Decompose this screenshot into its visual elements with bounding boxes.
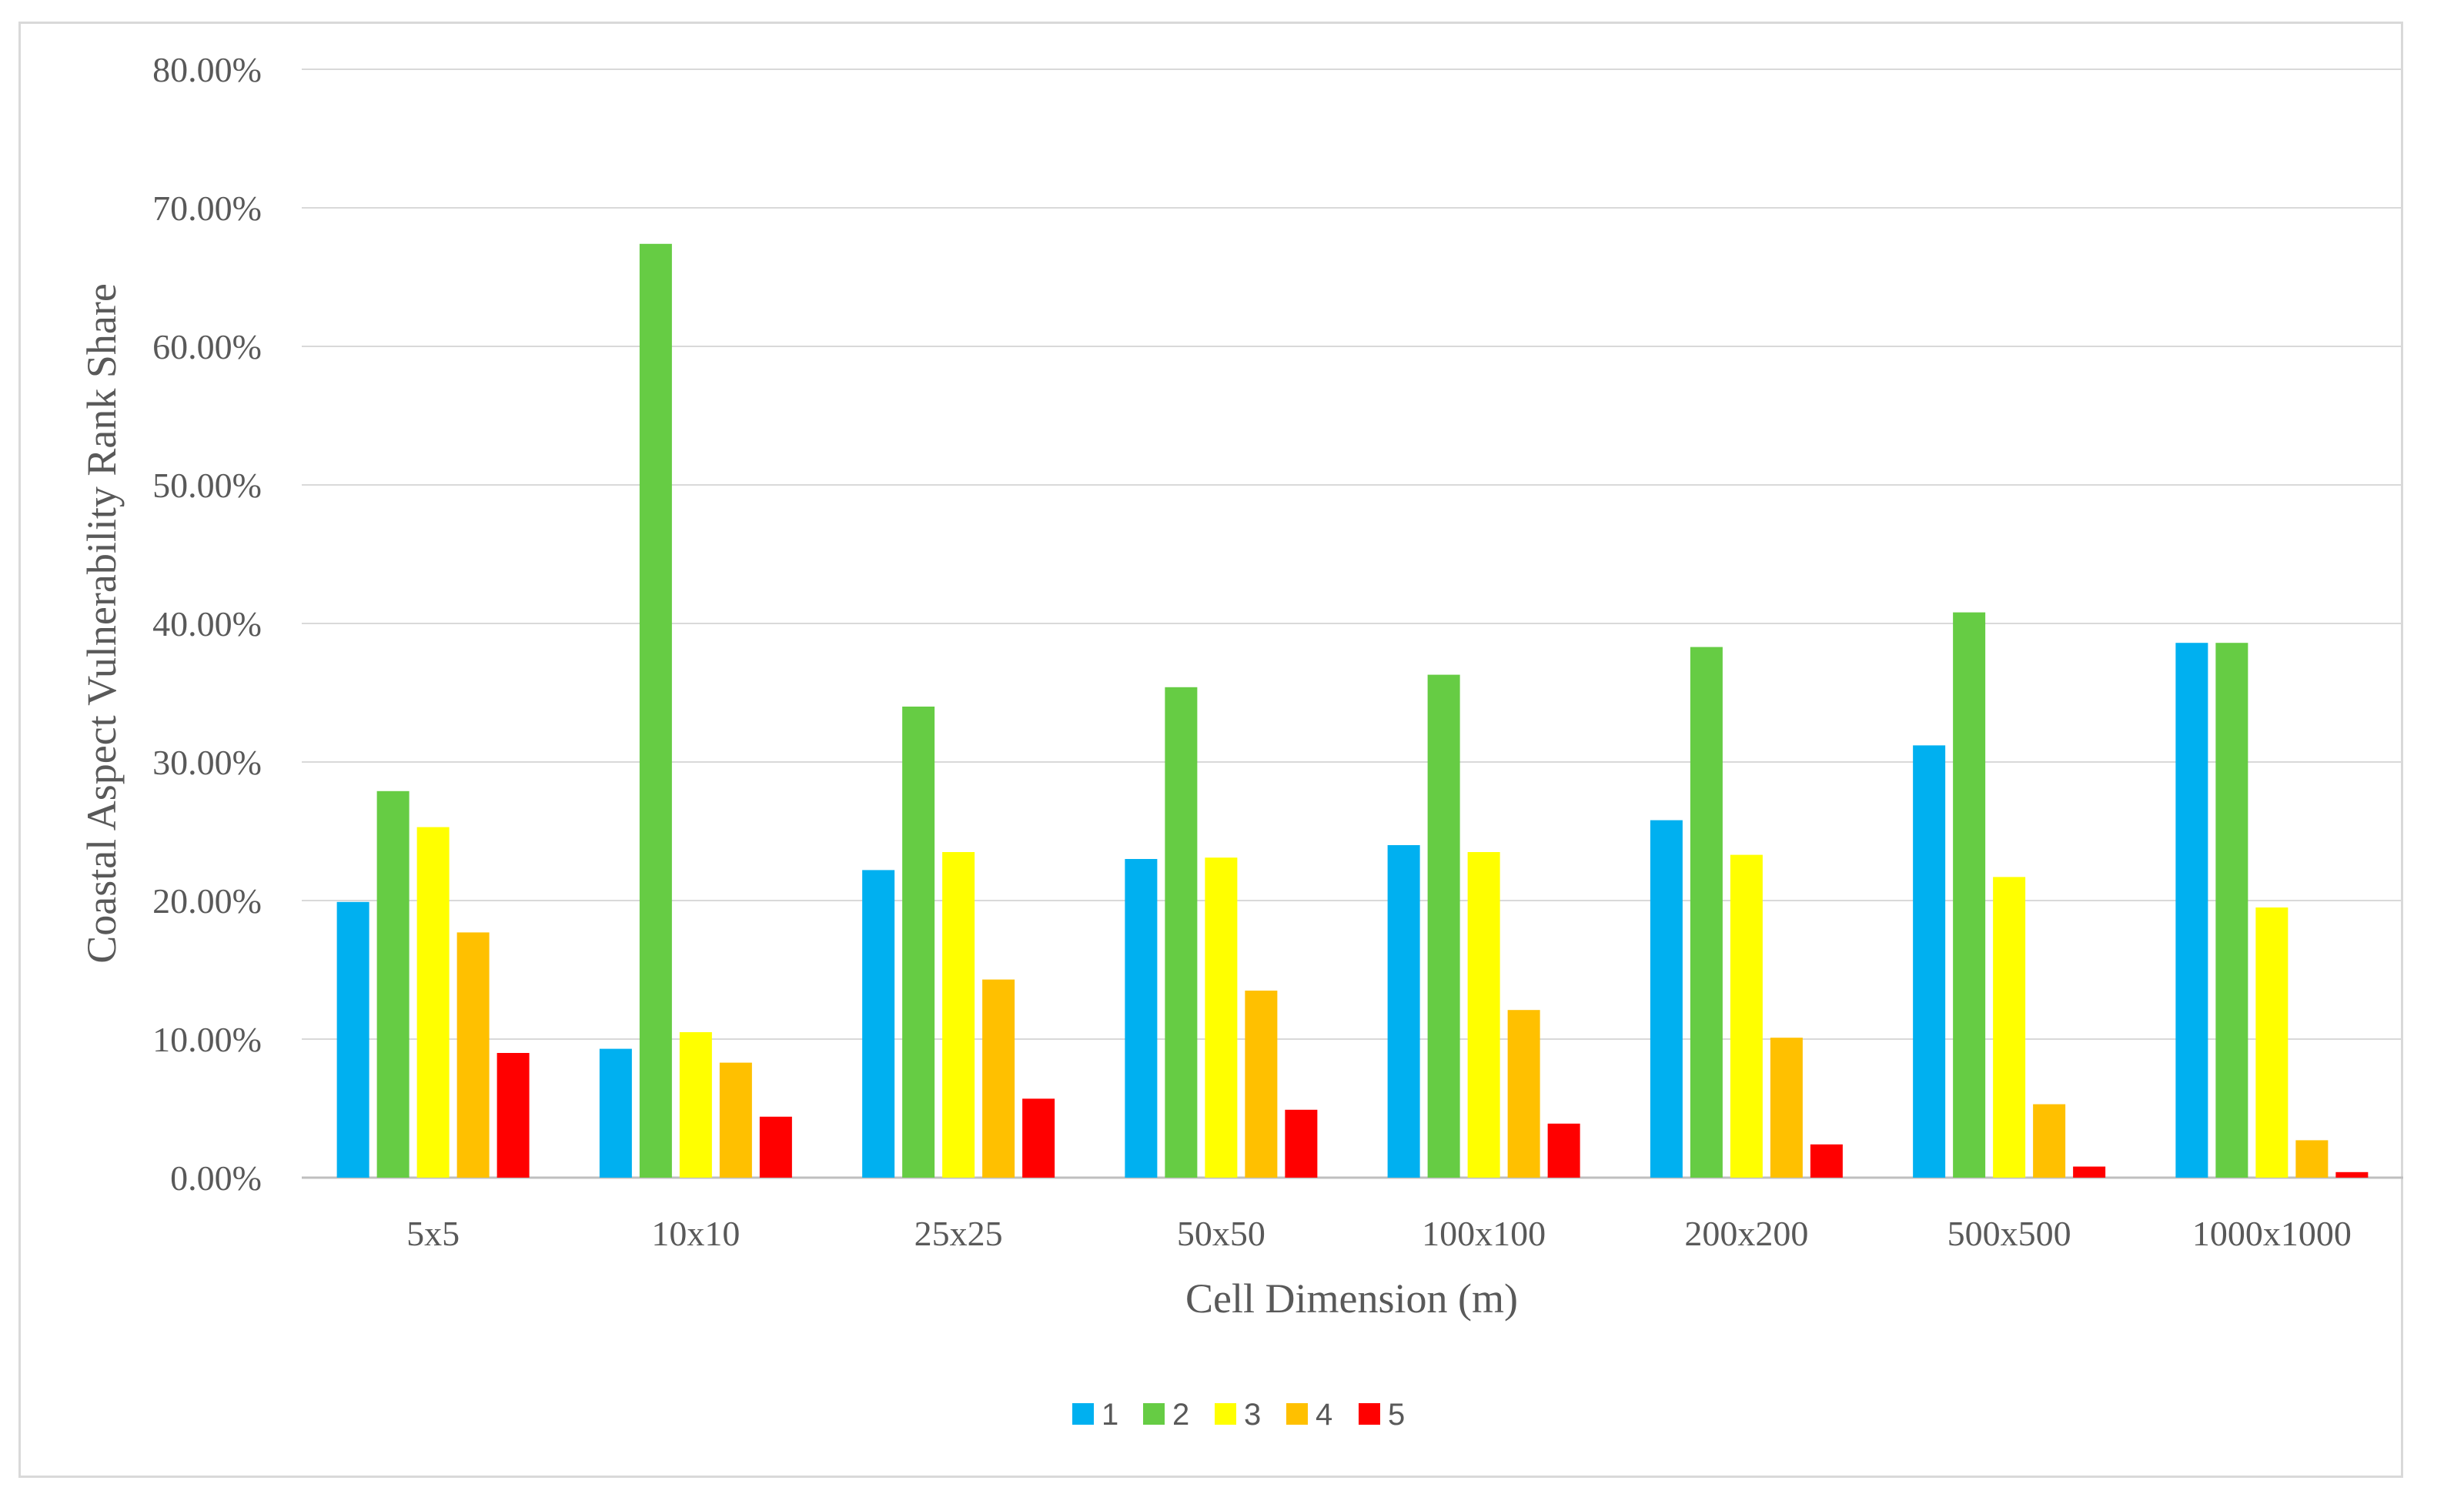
x-tick-label: 5x5 [406,1214,460,1253]
bar-25x25-series-1 [862,870,895,1178]
bar-200x200-series-5 [1810,1144,1843,1178]
bar-100x100-series-5 [1547,1123,1580,1178]
bar-1000x1000-series-3 [2255,907,2288,1178]
bar-5x5-series-1 [336,901,369,1178]
x-tick-label: 500x500 [1947,1214,2071,1253]
y-tick-label: 70.00% [152,189,262,228]
bar-500x500-series-5 [2073,1166,2106,1178]
x-axis-title: Cell Dimension (m) [1185,1275,1518,1322]
bar-100x100-series-4 [1507,1010,1540,1178]
x-tick-label: 1000x1000 [2192,1214,2352,1253]
bar-5x5-series-4 [456,932,490,1178]
bar-25x25-series-2 [902,707,935,1178]
legend-swatch-4 [1286,1403,1308,1425]
bar-1000x1000-series-4 [2295,1140,2329,1178]
bar-100x100-series-3 [1467,852,1500,1178]
legend-label-5: 5 [1388,1398,1405,1432]
bar-25x25-series-3 [942,852,975,1178]
y-tick-label: 10.00% [152,1020,262,1059]
y-tick-label: 50.00% [152,466,262,505]
bar-25x25-series-4 [982,979,1015,1178]
chart-frame [18,22,2403,1478]
legend-swatch-5 [1359,1403,1380,1425]
legend-label-1: 1 [1102,1398,1118,1432]
legend-swatch-3 [1215,1403,1236,1425]
bar-500x500-series-3 [1993,877,2026,1178]
gridlines [302,69,2403,1179]
x-tick-label: 50x50 [1177,1214,1265,1253]
bar-10x10-series-4 [719,1062,752,1178]
legend-label-2: 2 [1172,1398,1189,1432]
legend-swatch-1 [1072,1403,1094,1425]
legend-label-3: 3 [1244,1398,1261,1432]
bar-5x5-series-5 [496,1053,530,1178]
bar-50x50-series-3 [1205,857,1238,1178]
x-tick-labels: 5x5 10x10 25x25 50x50 100x100 200x200 500x500 1… [406,1214,2352,1253]
bar-50x50-series-1 [1125,859,1158,1178]
x-tick-label: 25x25 [914,1214,1003,1253]
x-tick-label: 100x100 [1422,1214,1546,1253]
bar-200x200-series-4 [1770,1038,1803,1178]
legend-label-4: 4 [1316,1398,1332,1432]
bar-1000x1000-series-1 [2175,643,2208,1178]
bar-5x5-series-2 [376,790,410,1178]
x-tick-label: 10x10 [651,1214,740,1253]
legend-swatch-2 [1143,1403,1165,1425]
bar-200x200-series-1 [1650,820,1683,1178]
bars [336,243,2369,1178]
bar-50x50-series-4 [1245,991,1278,1178]
y-tick-label: 30.00% [152,743,262,782]
y-tick-label: 80.00% [152,50,262,89]
y-axis-title: Coastal Aspect Vulnerability Rank Share [79,283,125,964]
bar-50x50-series-5 [1285,1109,1318,1178]
y-tick-label: 60.00% [152,327,262,366]
bar-100x100-series-2 [1427,674,1460,1178]
legend: 1 2 3 4 5 [1072,1398,1405,1432]
y-tick-label: 20.00% [152,881,262,921]
bar-50x50-series-2 [1165,687,1198,1178]
bar-5x5-series-3 [416,827,450,1178]
bar-10x10-series-3 [679,1032,712,1178]
bar-10x10-series-2 [639,243,672,1178]
bar-10x10-series-1 [599,1048,632,1178]
bar-100x100-series-1 [1387,845,1420,1178]
y-tick-label: 0.00% [170,1158,262,1198]
y-tick-label: 40.00% [152,604,262,643]
bar-1000x1000-series-5 [2335,1171,2369,1178]
x-tick-label: 200x200 [1684,1214,1808,1253]
bar-10x10-series-5 [759,1116,792,1178]
bar-25x25-series-5 [1022,1098,1055,1178]
bar-500x500-series-4 [2033,1104,2066,1178]
bar-200x200-series-2 [1690,647,1723,1178]
y-tick-labels: 0.00% 10.00% 20.00% 30.00% 40.00% 50.00% 60.00… [152,50,262,1198]
bar-500x500-series-2 [1953,612,1986,1178]
bar-1000x1000-series-2 [2215,643,2248,1178]
bar-500x500-series-1 [1913,745,1946,1178]
bar-200x200-series-3 [1730,854,1763,1178]
